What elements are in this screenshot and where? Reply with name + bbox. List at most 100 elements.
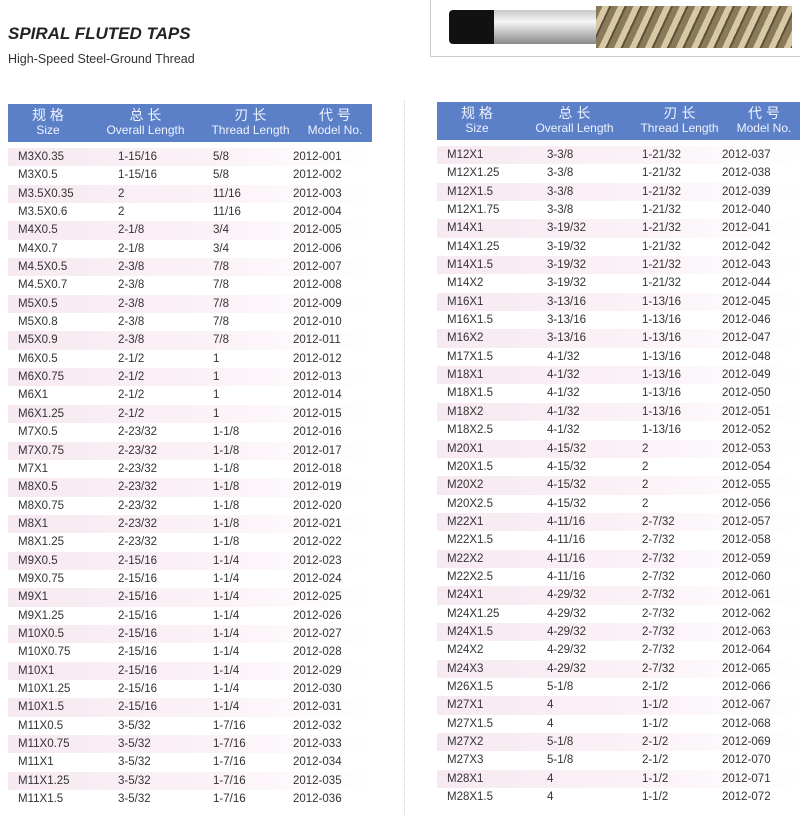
table-cell: M11X0.5 [18, 719, 64, 732]
table-cell: M11X1.5 [18, 793, 64, 806]
table-cell: 7/8 [213, 261, 229, 274]
table-cell: 2-7/32 [642, 552, 675, 565]
table-cell: 7/8 [213, 334, 229, 347]
table-cell: 2 [642, 479, 649, 492]
table-row: M20X2.5 4-15/32 2 2012-056 [437, 495, 800, 513]
table-cell: 2012-041 [722, 222, 771, 235]
table-cell: M27X3 [447, 754, 484, 767]
table-row: M24X3 4-29/32 2-7/32 2012-065 [437, 659, 800, 678]
table-row: M18X2.5 4-1/32 1-13/16 2012-052 [437, 421, 800, 439]
column-header: 代 号 Model No. [298, 104, 372, 142]
table-cell: 2012-019 [293, 481, 342, 494]
table-cell: M24X1.25 [447, 607, 500, 620]
table-cell: 1-1/4 [213, 701, 240, 714]
table-cell: M5X0.8 [18, 316, 58, 329]
table-cell: M4.5X0.5 [18, 261, 68, 274]
table-cell: M3.5X0.35 [18, 187, 74, 200]
table-cell: 7/8 [213, 297, 229, 310]
table-cell: M20X2 [447, 479, 484, 492]
table-cell: 4-11/16 [547, 570, 586, 583]
table-cell: 2 [642, 460, 649, 473]
table-cell: M10X0.5 [18, 627, 65, 640]
table-cell: M16X2 [447, 332, 484, 345]
table-cell: 1-1/8 [213, 426, 240, 439]
table-row: M9X0.75 2-15/16 1-1/4 2012-024 [8, 570, 372, 588]
table-cell: 2-23/32 [118, 536, 158, 549]
table-cell: M11X0.75 [18, 738, 70, 750]
table-cell: M18X1 [447, 369, 484, 382]
table-row: M6X1.25 2-1/2 1 2012-015 [8, 404, 372, 424]
table-cell: 2012-027 [293, 627, 342, 640]
table-cell: 2012-013 [293, 371, 342, 384]
table-cell: 2012-039 [722, 185, 771, 198]
table-cell: 1-1/4 [213, 554, 240, 567]
table-cell: 2012-005 [293, 224, 342, 237]
table-cell: 4 [547, 791, 554, 804]
table-cell: 2012-036 [293, 793, 342, 806]
table-cell: M4.5X0.7 [18, 279, 68, 292]
table-row: M27X1 4 1-1/2 2012-067 [437, 696, 800, 715]
table-cell: 1-21/32 [642, 149, 682, 161]
table-row: M12X1.25 3-3/8 1-21/32 2012-038 [437, 164, 800, 182]
table-row: M14X2 3-19/32 1-21/32 2012-044 [437, 274, 800, 292]
table-cell: 4-1/32 [547, 369, 580, 382]
column-header-cn: 总 长 [129, 107, 162, 123]
table-cell: M28X1.5 [447, 791, 494, 804]
table-cell: 1-15/16 [118, 169, 158, 182]
table-cell: 4-1/32 [547, 387, 580, 400]
table-cell: 4 [547, 772, 554, 785]
table-cell: M9X0.75 [18, 572, 65, 585]
table-body: M12X1 3-3/8 1-21/32 2012-037 M12X1.25 3-3/8 1-… [437, 146, 800, 806]
table-cell: 2-1/2 [118, 389, 145, 402]
table-row: M28X1 4 1-1/2 2012-071 [437, 769, 800, 789]
table-cell: 1-1/8 [213, 536, 240, 549]
table-cell: 1-1/8 [213, 462, 240, 475]
table-cell: M10X1 [18, 664, 55, 677]
table-cell: 2012-053 [722, 442, 771, 455]
table-cell: 2012-024 [293, 572, 342, 585]
table-cell: 2-23/32 [118, 426, 158, 439]
table-row: M6X0.5 2-1/2 1 2012-012 [8, 350, 372, 368]
table-cell: M6X1 [18, 389, 49, 402]
table-cell: 2012-059 [722, 552, 771, 565]
table-cell: M18X2 [447, 405, 484, 418]
table-cell: 2012-056 [722, 497, 771, 510]
table-row: M5X0.8 2-3/8 7/8 2012-010 [8, 313, 372, 331]
table-row: M16X2 3-13/16 1-13/16 2012-047 [437, 329, 800, 348]
column-header-cn: 刃 长 [234, 107, 267, 123]
table-row: M22X1.5 4-11/16 2-7/32 2012-058 [437, 531, 800, 549]
table-cell: 2012-018 [293, 462, 342, 475]
table-cell: 2012-006 [293, 242, 342, 255]
table-row: M27X2 5-1/8 2-1/2 2012-069 [437, 733, 800, 752]
page-title: SPIRAL FLUTED TAPS [8, 24, 191, 43]
table-cell: M12X1.25 [447, 167, 500, 180]
table-row: M20X1 4-15/32 2 2012-053 [437, 439, 800, 458]
table-row: M22X1 4-11/16 2-7/32 2012-057 [437, 512, 800, 532]
table-cell: 2012-055 [722, 479, 771, 492]
table-row: M6X0.75 2-1/2 1 2012-013 [8, 368, 372, 387]
table-row: M12X1.75 3-3/8 1-21/32 2012-040 [437, 201, 800, 219]
table-cell: 2012-051 [722, 405, 771, 418]
table-cell: 1 [213, 407, 220, 420]
table-cell: M8X1.25 [18, 536, 65, 549]
column-header-en: Model No. [307, 123, 363, 137]
table-row: M14X1.25 3-19/32 1-21/32 2012-042 [437, 238, 800, 256]
table-cell: 1-1/8 [213, 517, 240, 530]
table-cell: 2-7/32 [642, 644, 675, 657]
table-row: M14X1.5 3-19/32 1-21/32 2012-043 [437, 256, 800, 275]
table-cell: 2-15/16 [118, 627, 158, 640]
table-row: M4.5X0.5 2-3/8 7/8 2012-007 [8, 258, 372, 277]
table-row: M3X0.35 1-15/16 5/8 2012-001 [8, 148, 372, 167]
table-cell: 2-15/16 [118, 554, 158, 567]
table-cell: M5X0.5 [18, 297, 58, 310]
table-cell: M22X1 [447, 515, 484, 528]
table-cell: 2-3/8 [118, 334, 145, 347]
table-cell: 2012-057 [722, 515, 771, 528]
table-cell: 4-11/16 [547, 552, 586, 565]
table-cell: M28X1 [447, 772, 484, 785]
table-cell: 2012-033 [293, 738, 342, 750]
table-cell: 2012-045 [722, 295, 771, 308]
table-cell: 3-19/32 [547, 222, 587, 235]
table-cell: 1-21/32 [642, 185, 682, 198]
table-cell: M10X0.75 [18, 646, 71, 659]
